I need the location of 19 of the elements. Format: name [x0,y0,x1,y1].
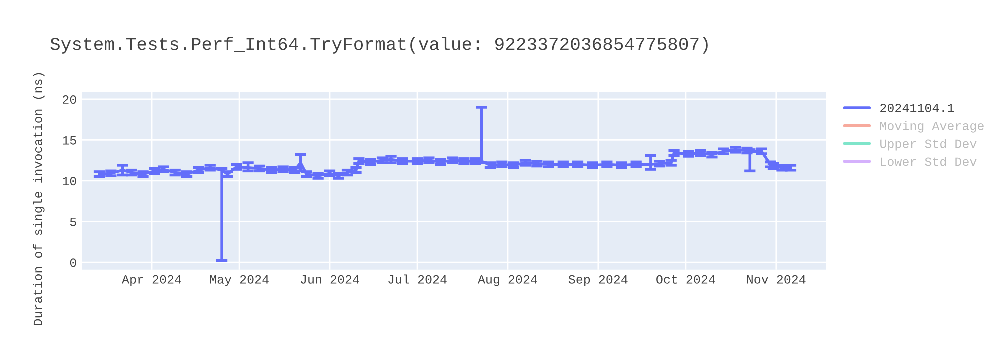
legend-label: Upper Std Dev [880,139,977,151]
x-tick-label: Apr 2024 [122,275,182,286]
y-tick-label: 10 [63,177,76,186]
x-tick-label: Jul 2024 [388,274,447,284]
y-tick-label: 0 [70,258,76,268]
x-tick-label: Aug 2024 [478,275,538,286]
legend-label: Lower Std Dev [881,157,977,166]
x-tick-label: Nov 2024 [747,275,806,284]
legend-label: Moving Average [880,121,984,133]
legend-label: 20241104.1 [880,104,954,112]
x-tick-label: May 2024 [210,275,269,286]
x-tick-label: Jun 2024 [301,275,360,284]
x-tick-label: Sep 2024 [568,275,628,286]
y-tick-label: 15 [63,136,76,145]
y-tick-label: 20 [63,96,76,104]
chart-title: System.Tests.Perf_Int64.TryFormat(value: 9223372036854775807) [50,37,708,54]
x-tick-label: Oct 2024 [656,275,716,284]
y-axis-title: Duration of single invocation (ns) [33,73,45,326]
y-tick-label: 5 [70,218,76,226]
